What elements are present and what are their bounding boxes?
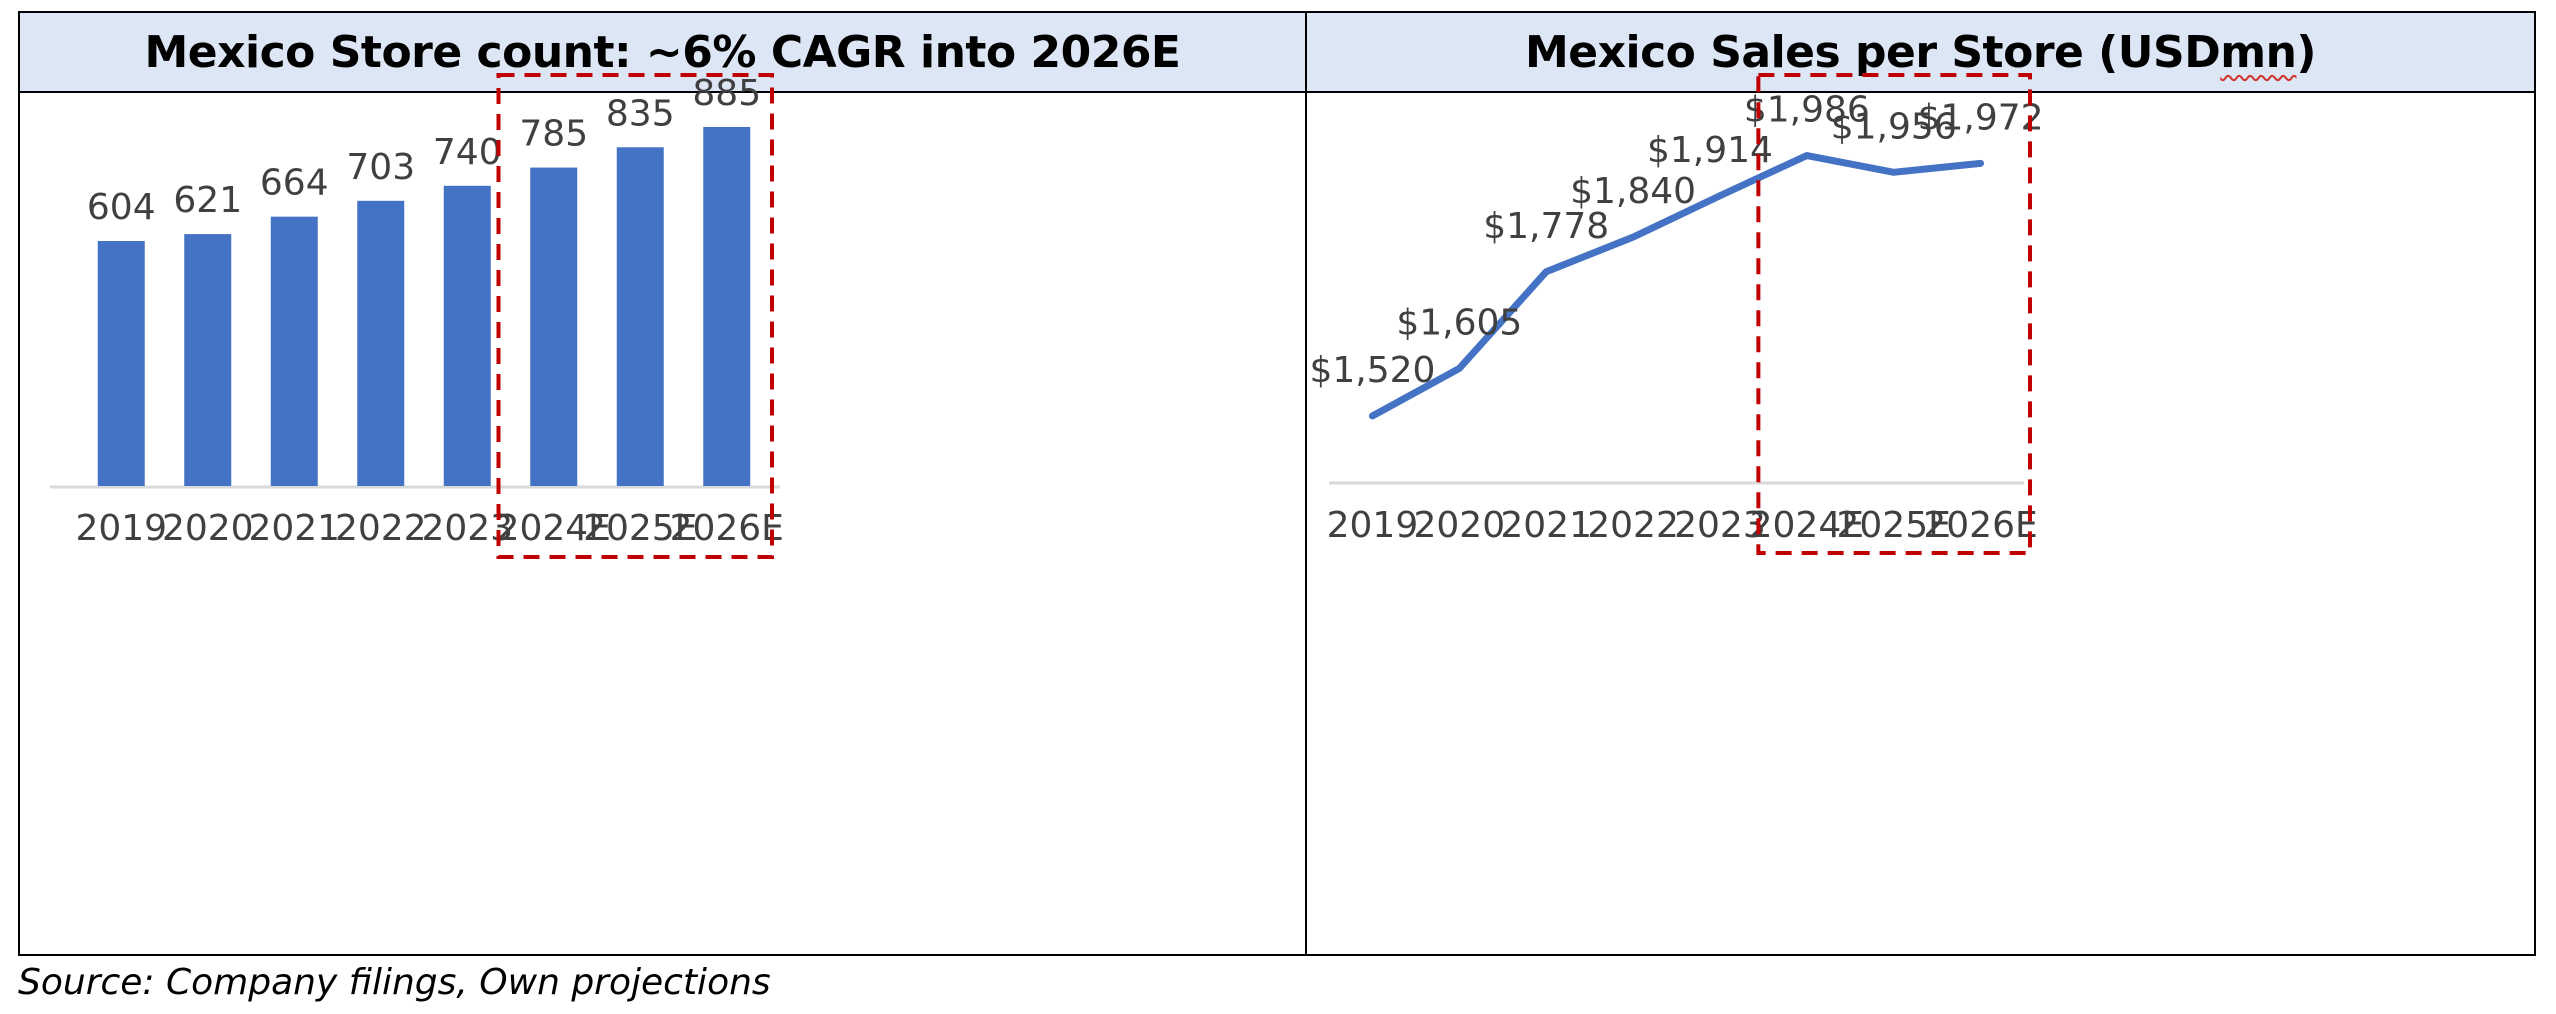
- sales-per-store-title: Mexico Sales per Store (USD mn): [1307, 13, 2534, 93]
- point-2024E: [1805, 154, 1808, 157]
- point-2023: [1718, 194, 1721, 197]
- point-2025E: [1892, 171, 1895, 174]
- tick-label-2021: 2021: [1500, 505, 1592, 546]
- sales-title-end: ): [2296, 26, 2317, 78]
- store-count-panel: Mexico Store count: ~6% CAGR into 2026E …: [20, 13, 1307, 954]
- tick-label-2021: 2021: [248, 508, 340, 549]
- data-label-2020: 621: [173, 180, 242, 221]
- data-label-2022: $1,840: [1570, 171, 1696, 212]
- data-label-2026E: $1,972: [1918, 97, 2044, 138]
- sales-title-main: Mexico Sales per Store (USD: [1524, 26, 2221, 78]
- data-label-2022: 703: [346, 147, 415, 188]
- tick-label-2025E: 2025E: [1837, 505, 1951, 546]
- tick-label-2020: 2020: [162, 508, 254, 549]
- point-2020: [1458, 367, 1461, 370]
- bar-2019: [97, 240, 145, 486]
- store-count-bar-chart: 6042019621202066420217032022740202378520…: [50, 73, 784, 559]
- data-label-2025E: $1,956: [1831, 106, 1957, 147]
- bar-2026E: [703, 127, 751, 486]
- data-label-2023: $1,914: [1647, 130, 1773, 171]
- sales-series-line: [1368, 152, 1985, 420]
- data-label-2020: $1,605: [1396, 302, 1522, 343]
- tick-label-2023: 2023: [1674, 505, 1766, 546]
- data-label-2019: $1,520: [1309, 350, 1435, 391]
- tick-label-2024E: 2024E: [1750, 505, 1864, 546]
- point-2026E: [1979, 162, 1982, 165]
- tick-label-2022: 2022: [1587, 505, 1679, 546]
- data-label-2024E: $1,986: [1744, 90, 1870, 131]
- forecast-highlight-box: [1756, 73, 2032, 555]
- data-label-2026E: 885: [692, 73, 761, 114]
- sales-title-unit: mn: [2220, 26, 2297, 78]
- data-label-2019: 604: [87, 187, 156, 228]
- point-2019: [1371, 414, 1374, 417]
- data-label-2021: $1,778: [1483, 206, 1609, 247]
- source-note: Source: Company filings, Own projections: [18, 962, 771, 1003]
- tick-label-2025E: 2025E: [583, 508, 697, 549]
- bar-2020: [184, 234, 232, 486]
- tick-label-2024E: 2024E: [497, 508, 611, 549]
- tick-label-2019: 2019: [1327, 505, 1419, 546]
- point-2022: [1632, 236, 1635, 239]
- tick-label-2022: 2022: [335, 508, 427, 549]
- bar-2025E: [616, 147, 664, 487]
- bar-2021: [270, 216, 318, 486]
- point-2021: [1545, 270, 1548, 273]
- sales-per-store-line-chart: $1,520 2019 $1,605 2020 $1,778 2021 $1,840 2022…: [1309, 73, 2044, 555]
- bar-2022: [357, 200, 405, 486]
- forecast-highlight-box: [496, 73, 774, 559]
- tick-label-2026E: 2026E: [670, 508, 784, 549]
- data-label-2024E: 785: [519, 114, 588, 155]
- sales-per-store-panel: Mexico Sales per Store (USD mn) $1,520 20…: [1307, 13, 2534, 954]
- bar-2023: [443, 185, 491, 486]
- tick-label-2019: 2019: [75, 508, 167, 549]
- store-count-title: Mexico Store count: ~6% CAGR into 2026E: [20, 13, 1305, 93]
- data-label-2023: 740: [433, 132, 502, 173]
- bar-2024E: [530, 167, 578, 486]
- tick-label-2020: 2020: [1414, 505, 1506, 546]
- tick-label-2026E: 2026E: [1923, 505, 2037, 546]
- data-label-2025E: 835: [606, 93, 675, 134]
- data-label-2021: 664: [260, 163, 329, 204]
- chart-frame: Mexico Store count: ~6% CAGR into 2026E …: [18, 11, 2536, 956]
